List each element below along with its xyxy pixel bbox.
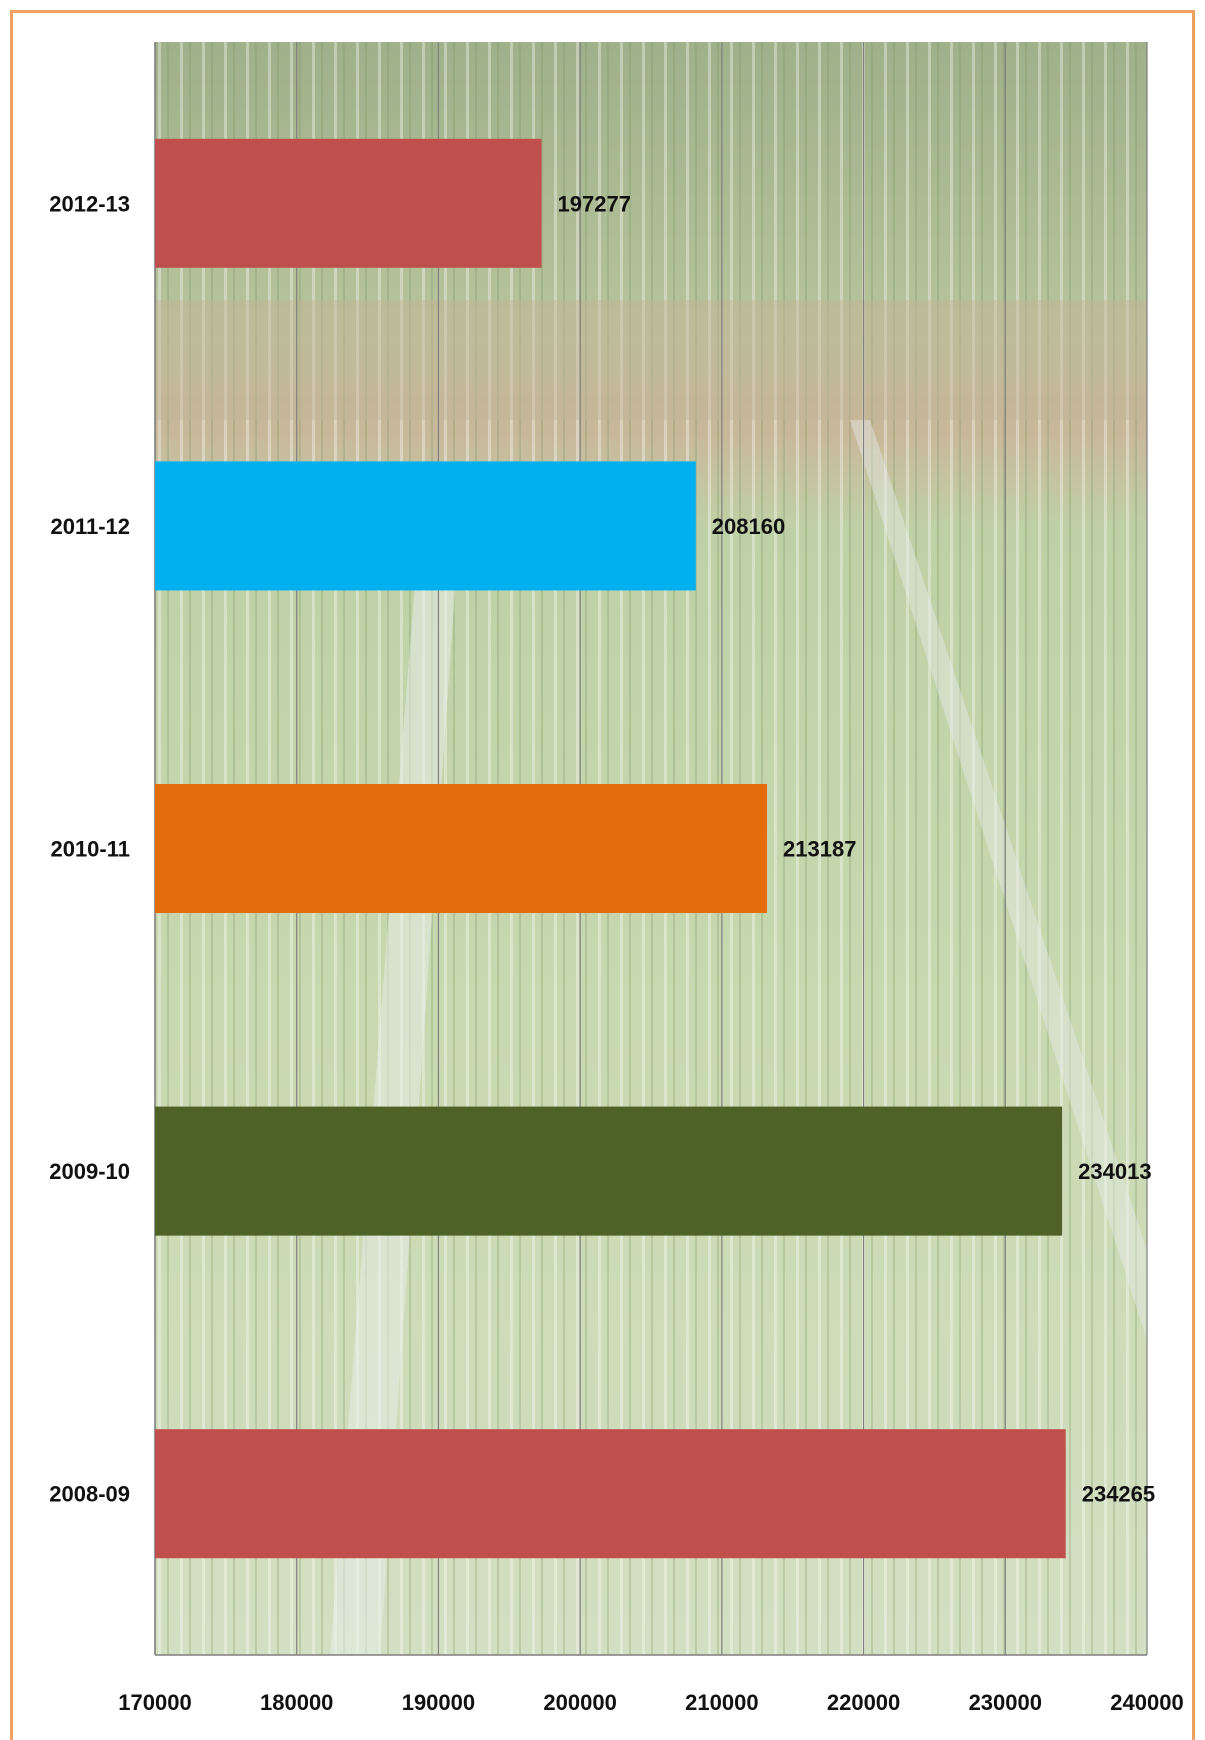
x-tick-label: 210000 [685,1690,758,1715]
x-tick-label: 240000 [1110,1690,1183,1715]
bars [155,138,1066,1559]
category-label: 2011-12 [50,514,130,539]
category-label: 2008-09 [49,1482,130,1507]
x-tick-label: 200000 [543,1690,616,1715]
value-labels: 197277 208160 213187 234013 234265 [558,191,1156,1506]
category-labels: 2012-13 2011-12 2010-11 2009-10 2008-09 [49,191,130,1506]
category-label: 2010-11 [50,837,130,862]
x-tick-label: 190000 [402,1690,475,1715]
bar [155,783,768,914]
x-tick-labels: 170000 180000 190000 200000 210000 220000 2300… [118,1690,1183,1715]
category-label: 2009-10 [49,1159,130,1184]
bar [155,461,696,591]
x-tick-label: 230000 [969,1690,1042,1715]
bar [155,1106,1063,1236]
data-label: 213187 [783,837,856,862]
x-tick-label: 220000 [827,1690,900,1715]
data-label: 234013 [1078,1159,1151,1184]
x-tick-label: 180000 [260,1690,333,1715]
bar [155,138,542,268]
data-label: 208160 [712,514,785,539]
x-tick-label: 170000 [118,1690,191,1715]
bar [155,1429,1066,1559]
data-label: 234265 [1082,1482,1155,1507]
data-label: 197277 [558,191,631,216]
category-label: 2012-13 [49,191,130,216]
